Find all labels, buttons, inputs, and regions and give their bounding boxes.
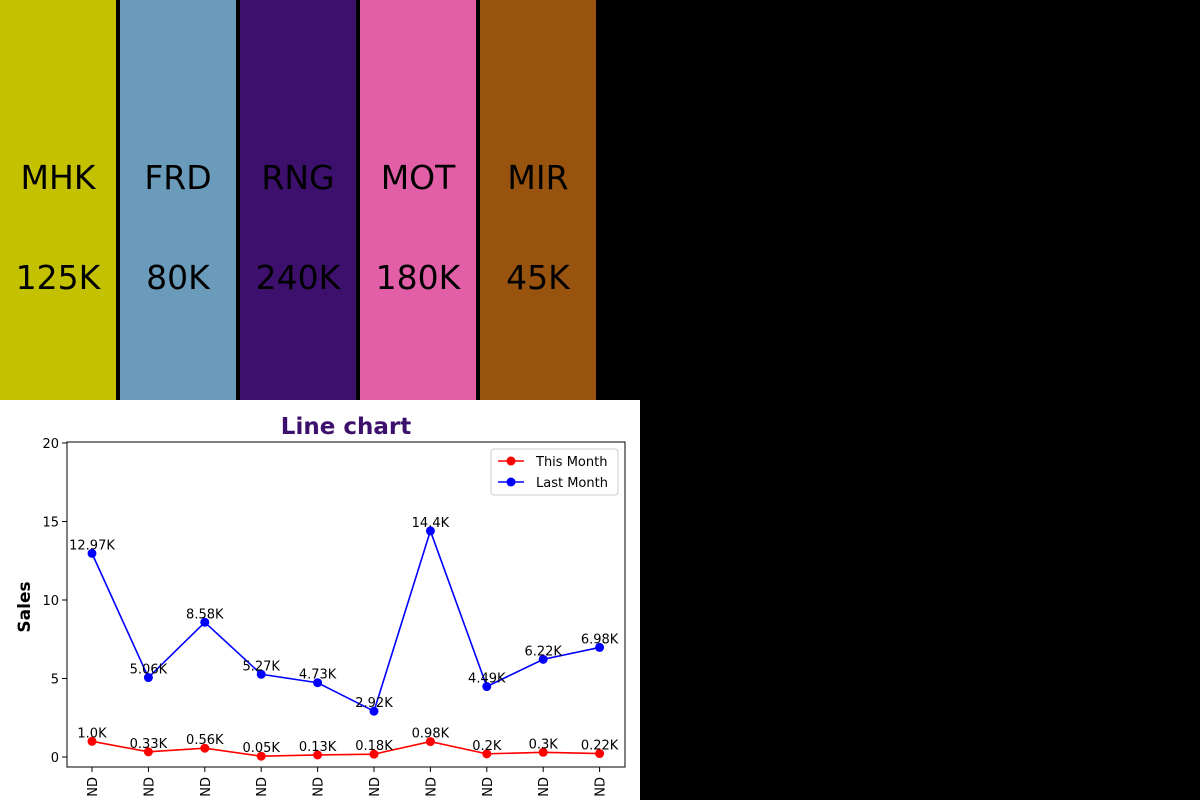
y-tick-label: 15 — [42, 516, 59, 531]
data-point — [425, 526, 435, 536]
y-tick-label: 5 — [51, 673, 59, 688]
x-tick-label: ND — [312, 777, 327, 797]
kpi-tile-value: 125K — [15, 258, 101, 297]
data-point — [313, 678, 323, 688]
data-label: 4.49K — [468, 672, 506, 687]
kpi-tile-mir: MIR 45K — [480, 0, 596, 400]
series-line-this-month — [91, 740, 600, 758]
data-point — [369, 749, 379, 759]
data-label: 0.18K — [355, 739, 393, 754]
data-point — [313, 750, 323, 760]
data-point — [143, 747, 153, 757]
legend-entry: This Month — [535, 455, 607, 470]
data-point — [538, 654, 548, 664]
data-point — [369, 706, 379, 716]
data-point — [143, 673, 153, 683]
legend-marker — [506, 456, 516, 466]
data-point — [538, 747, 548, 757]
kpi-tile-value: 240K — [255, 258, 341, 297]
kpi-tile-value: 45K — [506, 258, 570, 297]
data-label: 0.13K — [299, 740, 337, 755]
data-label: 0.2K — [472, 739, 502, 754]
data-label: 5.06K — [130, 663, 168, 678]
kpi-tile-code: FRD — [144, 158, 212, 197]
kpi-tile-rng: RNG 240K — [240, 0, 356, 400]
data-label: 2.92K — [355, 696, 393, 711]
kpi-tile-mhk: MHK 125K — [0, 0, 116, 400]
data-label: 0.05K — [242, 741, 280, 756]
kpi-tile-value: 80K — [146, 258, 210, 297]
kpi-tile-code: RNG — [261, 158, 335, 197]
x-tick-label: ND — [594, 777, 609, 797]
plot-area: 0 5 10 15 20 ND ND ND ND ND ND ND ND ND ND 1.0K 0.33K 0.5… — [42, 437, 626, 797]
data-point — [256, 751, 266, 761]
x-tick-label: ND — [86, 777, 101, 797]
data-label: 1.0K — [77, 726, 107, 741]
x-tick-label: ND — [199, 777, 214, 797]
data-label: 6.22K — [524, 644, 562, 659]
data-point — [425, 737, 435, 747]
line-chart-panel: Line chart Sales 0 5 10 15 20 ND ND ND ND ND ND ND N… — [0, 400, 640, 800]
data-point — [87, 736, 97, 746]
kpi-tile-code: MOT — [380, 158, 456, 197]
x-tick-label: ND — [255, 777, 270, 797]
x-tick-label: ND — [424, 777, 439, 797]
data-point — [595, 749, 605, 759]
y-axis-label: Sales — [15, 581, 35, 632]
kpi-tile-mot: MOT 180K — [360, 0, 476, 400]
data-point — [87, 548, 97, 558]
chart-title: Line chart — [281, 414, 411, 440]
kpi-tile-code: MHK — [20, 158, 96, 197]
data-label: 0.22K — [581, 739, 619, 754]
data-label: 14.4K — [412, 516, 450, 531]
data-label: 0.3K — [529, 737, 559, 752]
kpi-tile-code: MIR — [507, 158, 569, 197]
data-point — [256, 669, 266, 679]
data-label: 0.33K — [130, 737, 168, 752]
x-tick-label: ND — [142, 777, 157, 797]
line-chart: Line chart Sales 0 5 10 15 20 ND ND ND ND ND ND ND N… — [15, 414, 626, 797]
y-tick-label: 10 — [42, 594, 59, 609]
data-label: 0.98K — [412, 727, 450, 742]
kpi-tile-value: 180K — [375, 258, 461, 297]
x-tick-label: ND — [537, 777, 552, 797]
data-label: 8.58K — [186, 607, 224, 622]
x-tick-label: ND — [481, 777, 496, 797]
data-label: 12.97K — [69, 538, 115, 553]
kpi-tiles: MHK 125K FRD 80K RNG 240K MOT 180K MIR 4… — [0, 0, 600, 400]
data-point — [482, 682, 492, 692]
series-line-last-month — [91, 528, 600, 713]
legend-marker — [506, 477, 516, 487]
data-label: 5.27K — [242, 659, 280, 674]
x-tick-label: ND — [368, 777, 383, 797]
y-tick-label: 0 — [51, 751, 59, 766]
plot-frame — [66, 441, 626, 768]
data-point — [595, 642, 605, 652]
data-point — [200, 743, 210, 753]
data-label: 0.56K — [186, 733, 224, 748]
chart-legend: This Month Last Month — [490, 448, 619, 496]
data-point — [200, 617, 210, 627]
legend-entry: Last Month — [536, 476, 608, 491]
y-tick-label: 20 — [42, 437, 59, 452]
data-label: 6.98K — [581, 632, 619, 647]
kpi-tile-frd: FRD 80K — [120, 0, 236, 400]
data-label: 4.73K — [299, 668, 337, 683]
data-point — [482, 749, 492, 759]
